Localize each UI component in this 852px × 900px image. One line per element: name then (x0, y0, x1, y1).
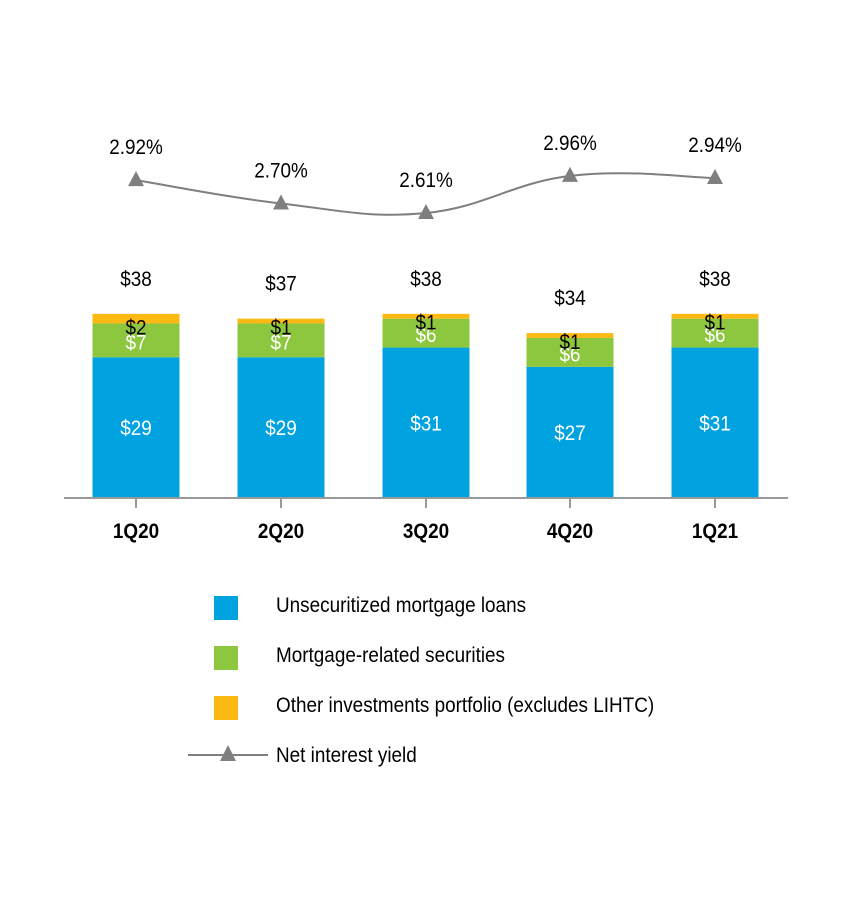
bar-loans-4q20 (526, 366, 614, 497)
legend-label-other: Other investments portfolio (excludes LI… (276, 694, 655, 717)
bar-label-loans-3q20: $31 (410, 412, 442, 435)
chart: $29$7$2$29$7$1$31$6$1$27$6$1$31$6$1 $38 $… (64, 132, 788, 543)
bar-loans-1q20 (92, 357, 180, 497)
bar-securities-3q20 (382, 318, 470, 348)
yield-label-1q21: 2.94% (688, 134, 742, 157)
bar-label-other-1q20: $2 (125, 317, 146, 340)
yield-marker-1q21 (707, 169, 723, 185)
legend-label-securities: Mortgage-related securities (276, 644, 506, 667)
yield-marker-1q20 (128, 171, 144, 187)
bar-label-securities-4q20: $6 (559, 344, 580, 367)
bar-label-loans-1q21: $31 (699, 412, 731, 435)
bar-label-loans-4q20: $27 (554, 422, 586, 445)
total-label-2q20: $37 (265, 273, 297, 296)
bar-other-1q20 (92, 313, 180, 324)
legend-item-loans: Unsecuritized mortgage loans (188, 588, 808, 638)
yield-marker-2q20 (273, 194, 289, 210)
bar-securities-1q20 (92, 323, 180, 358)
x-tick-label-3q20: 3Q20 (403, 520, 449, 543)
yield-label-1q20: 2.92% (109, 136, 163, 159)
x-axis-ticks (135, 498, 716, 508)
bar-other-2q20 (237, 318, 325, 324)
bar-label-other-3q20: $1 (415, 312, 436, 335)
x-tick-labels: 1Q20 2Q20 3Q20 4Q20 1Q21 (113, 520, 738, 543)
x-tick-label-4q20: 4Q20 (547, 520, 593, 543)
bar-label-loans-2q20: $29 (265, 417, 297, 440)
bar-label-securities-1q20: $7 (125, 331, 146, 354)
bar-securities-4q20 (526, 337, 614, 367)
bar-loans-1q21 (671, 347, 759, 497)
legend-item-yield: Net interest yield (188, 738, 808, 788)
bar-securities-1q21 (671, 318, 759, 348)
total-label-3q20: $38 (410, 268, 442, 291)
bar-other-4q20 (526, 333, 614, 338)
legend-line-sample-icon (188, 745, 268, 761)
bar-label-loans-1q20: $29 (120, 417, 152, 440)
yield-label-4q20: 2.96% (543, 132, 597, 155)
bar-other-1q21 (671, 313, 759, 319)
total-labels-layer: $38 $37 $38 $34 $38 (120, 268, 731, 310)
total-label-1q21: $38 (699, 268, 731, 291)
bar-labels-layer: $29$7$2$29$7$1$31$6$1$27$6$1$31$6$1 (120, 312, 731, 445)
yield-label-2q20: 2.70% (254, 160, 308, 183)
yield-label-3q20: 2.61% (399, 169, 453, 192)
legend-item-securities: Mortgage-related securities (188, 638, 808, 688)
bar-other-3q20 (382, 313, 470, 319)
bar-label-securities-1q21: $6 (704, 324, 725, 347)
x-tick-label-2q20: 2Q20 (258, 520, 304, 543)
bar-label-securities-2q20: $7 (270, 331, 291, 354)
legend-label-yield: Net interest yield (276, 744, 417, 767)
x-tick-label-1q21: 1Q21 (692, 520, 738, 543)
legend-swatch-other (214, 696, 238, 720)
legend: Unsecuritized mortgage loans Mortgage-re… (188, 588, 808, 788)
bar-loans-3q20 (382, 347, 470, 497)
yield-marker-3q20 (418, 204, 434, 219)
x-tick-label-1q20: 1Q20 (113, 520, 159, 543)
bar-label-other-1q21: $1 (704, 312, 725, 335)
legend-label-loans: Unsecuritized mortgage loans (276, 594, 527, 617)
bar-loans-2q20 (237, 357, 325, 497)
legend-swatch-loans (214, 596, 238, 620)
bars-layer (92, 313, 759, 497)
total-label-1q20: $38 (120, 268, 152, 291)
bar-label-other-4q20: $1 (559, 331, 580, 354)
legend-swatch-securities (214, 646, 238, 670)
yield-line-layer: 2.92% 2.70% 2.61% 2.96% 2.94% (109, 132, 742, 219)
bar-label-other-2q20: $1 (270, 317, 291, 340)
total-label-4q20: $34 (554, 287, 586, 310)
legend-item-other: Other investments portfolio (excludes LI… (188, 688, 808, 738)
bar-label-securities-3q20: $6 (415, 324, 436, 347)
bar-securities-2q20 (237, 323, 325, 358)
yield-marker-4q20 (562, 166, 578, 182)
